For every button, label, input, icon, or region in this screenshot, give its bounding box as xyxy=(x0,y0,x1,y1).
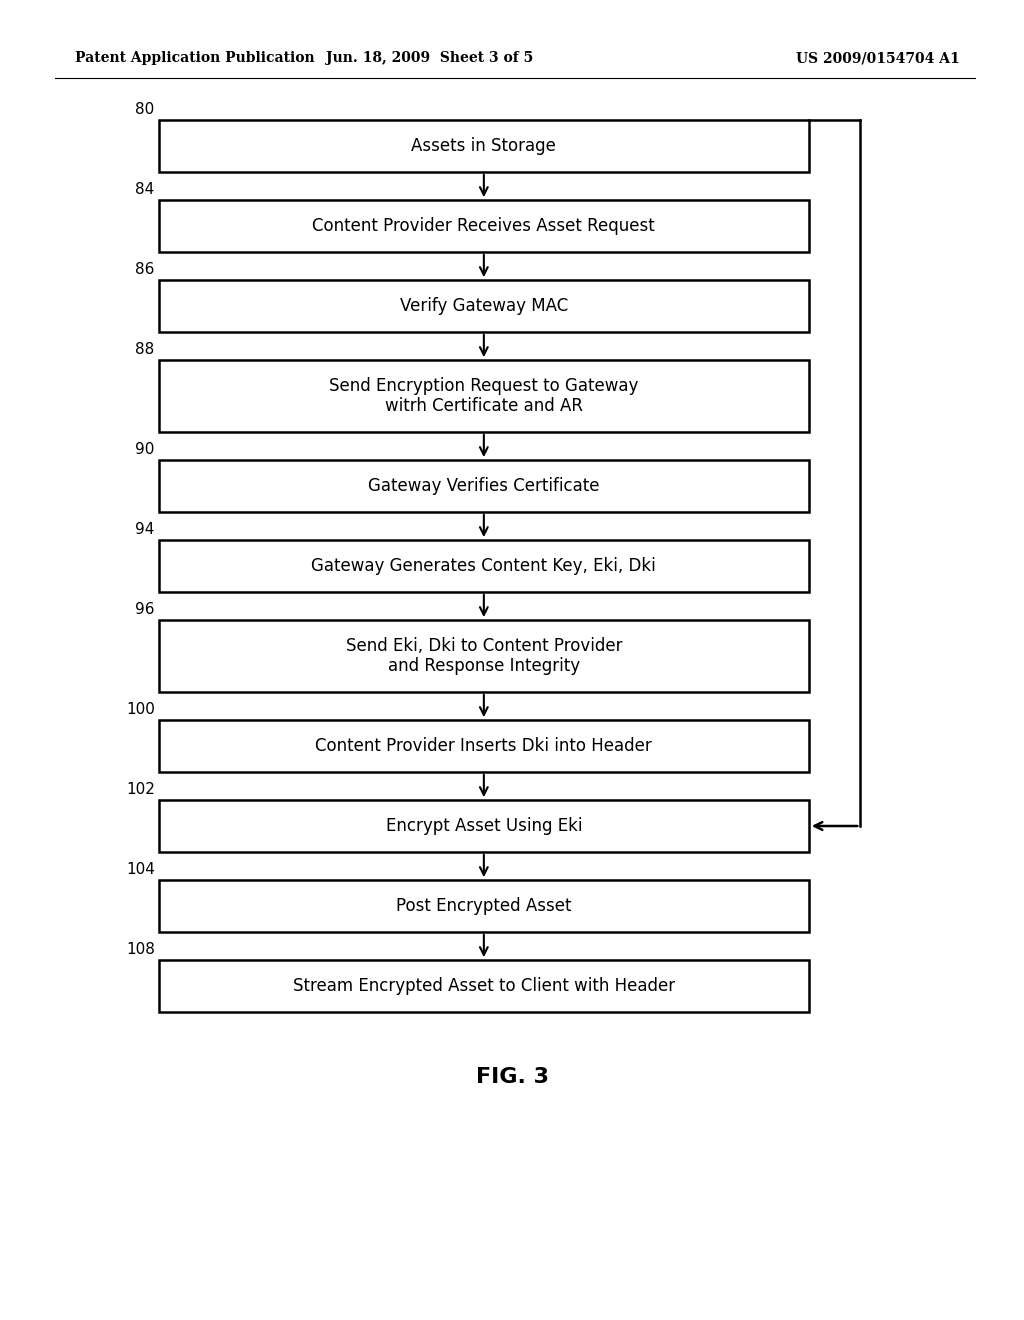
Bar xyxy=(159,459,809,512)
Text: Content Provider Inserts Dki into Header: Content Provider Inserts Dki into Header xyxy=(315,737,652,755)
Text: FIG. 3: FIG. 3 xyxy=(475,1067,549,1086)
Text: Content Provider Receives Asset Request: Content Provider Receives Asset Request xyxy=(312,216,655,235)
Bar xyxy=(159,280,809,333)
Text: Send Encryption Request to Gateway
witrh Certificate and AR: Send Encryption Request to Gateway witrh… xyxy=(329,376,639,416)
Text: 108: 108 xyxy=(126,942,155,957)
Text: 86: 86 xyxy=(135,261,155,277)
Text: Gateway Verifies Certificate: Gateway Verifies Certificate xyxy=(368,477,600,495)
Text: 88: 88 xyxy=(135,342,155,356)
Text: 80: 80 xyxy=(135,102,155,117)
Text: Post Encrypted Asset: Post Encrypted Asset xyxy=(396,898,571,915)
Bar xyxy=(159,201,809,252)
Bar xyxy=(159,800,809,851)
Bar xyxy=(159,880,809,932)
Text: 84: 84 xyxy=(135,182,155,197)
Text: 94: 94 xyxy=(135,521,155,537)
Text: 96: 96 xyxy=(135,602,155,616)
Text: 102: 102 xyxy=(126,781,155,797)
Text: Gateway Generates Content Key, Eki, Dki: Gateway Generates Content Key, Eki, Dki xyxy=(311,557,656,576)
Text: Verify Gateway MAC: Verify Gateway MAC xyxy=(399,297,568,315)
Bar xyxy=(159,960,809,1012)
Text: Jun. 18, 2009  Sheet 3 of 5: Jun. 18, 2009 Sheet 3 of 5 xyxy=(327,51,534,65)
Bar xyxy=(159,620,809,692)
Text: 104: 104 xyxy=(126,862,155,876)
Text: 100: 100 xyxy=(126,702,155,717)
Text: US 2009/0154704 A1: US 2009/0154704 A1 xyxy=(797,51,961,65)
Text: Encrypt Asset Using Eki: Encrypt Asset Using Eki xyxy=(386,817,582,836)
Text: Assets in Storage: Assets in Storage xyxy=(412,137,556,154)
Text: 90: 90 xyxy=(135,442,155,457)
Bar xyxy=(159,120,809,172)
Text: Send Eki, Dki to Content Provider
and Response Integrity: Send Eki, Dki to Content Provider and Re… xyxy=(345,636,623,676)
Text: Patent Application Publication: Patent Application Publication xyxy=(75,51,314,65)
Bar xyxy=(159,360,809,432)
Text: Stream Encrypted Asset to Client with Header: Stream Encrypted Asset to Client with He… xyxy=(293,977,675,995)
Bar xyxy=(159,540,809,591)
Bar xyxy=(159,719,809,772)
